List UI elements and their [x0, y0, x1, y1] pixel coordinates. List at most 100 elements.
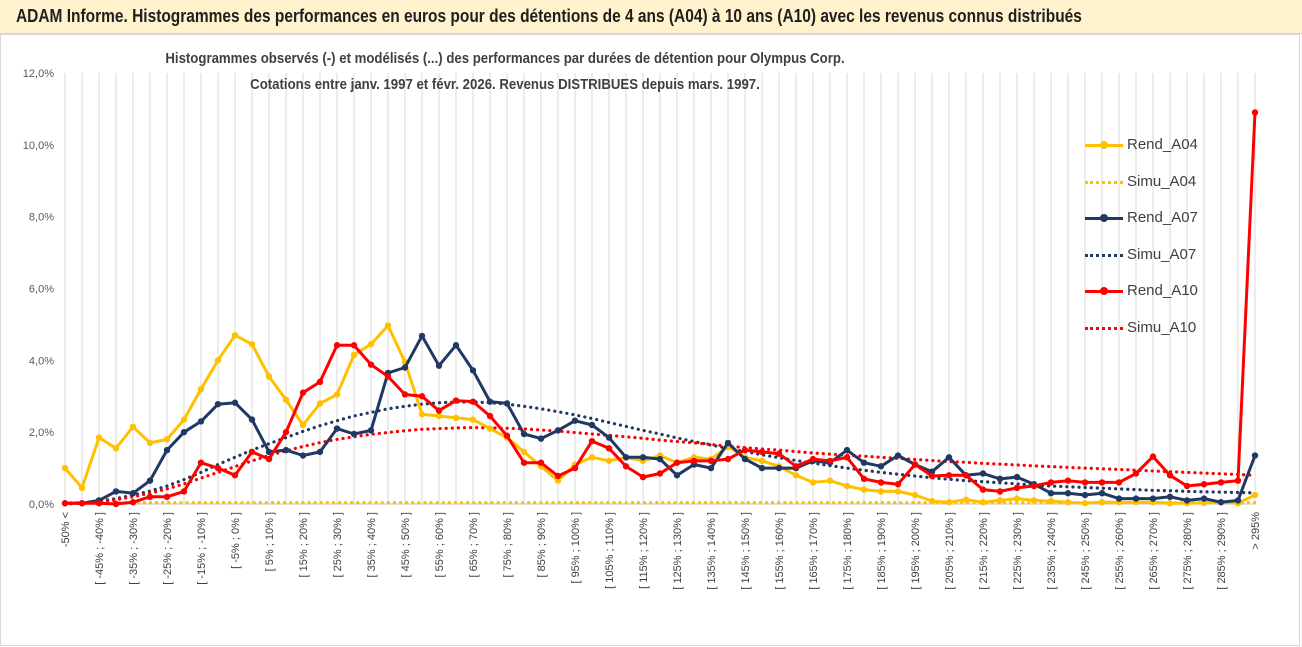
x-tick-label: [ 215% ; 220% ] — [978, 512, 990, 590]
data-point — [1098, 490, 1106, 497]
data-point — [894, 481, 902, 488]
data-point — [520, 459, 528, 466]
chart-frame — [0, 34, 1300, 646]
data-point — [945, 499, 953, 506]
x-tick-label: [ 65% ; 70% ] — [468, 512, 480, 577]
data-point — [248, 448, 256, 456]
data-point — [146, 477, 154, 484]
data-point — [792, 463, 800, 470]
report-title: ADAM Informe. Histogrammes des performan… — [16, 6, 1082, 26]
legend-label: Simu_A10 — [1127, 318, 1197, 336]
data-point — [180, 428, 188, 436]
x-tick-label: [ 35% ; 40% ] — [366, 512, 378, 577]
data-point — [809, 455, 817, 463]
data-point — [1149, 453, 1157, 460]
data-point — [945, 472, 953, 479]
data-point — [452, 342, 460, 349]
data-point — [1098, 499, 1106, 506]
data-point — [1064, 477, 1072, 484]
data-point — [1115, 479, 1123, 486]
data-point — [95, 500, 103, 507]
data-point — [435, 407, 443, 414]
x-tick-label: [ 55% ; 60% ] — [434, 512, 446, 577]
data-point — [1047, 497, 1055, 505]
data-point — [316, 378, 324, 386]
legend: Rend_A04 Simu_A04 Rend_A07 Simu_A07 Rend_A10… — [1085, 134, 1265, 353]
legend-label: Simu_A07 — [1127, 245, 1197, 263]
data-point — [282, 396, 290, 404]
data-point — [61, 464, 69, 472]
data-point — [826, 477, 834, 484]
data-point — [299, 452, 307, 459]
data-point — [469, 398, 477, 405]
data-point — [503, 432, 511, 439]
data-point — [1115, 495, 1123, 502]
data-point — [928, 497, 936, 505]
y-axis: 0,0% 2,0% 4,0% 6,0% 8,0% 10,0% 12,0% — [23, 68, 54, 511]
data-point — [1013, 484, 1021, 492]
data-point — [554, 427, 562, 434]
data-point — [265, 373, 273, 380]
data-point — [129, 423, 137, 430]
data-point — [214, 400, 222, 408]
data-point — [265, 455, 273, 463]
data-point — [741, 446, 749, 454]
data-point — [197, 418, 205, 425]
data-point — [741, 455, 749, 463]
legend-swatch — [1085, 326, 1123, 330]
data-point — [843, 446, 851, 454]
legend-item-rend_a04: Rend_A04 — [1085, 134, 1265, 171]
data-point — [1166, 472, 1174, 479]
series-rend_a07 — [61, 332, 1259, 507]
x-tick-label: [ 135% ; 140% ] — [706, 512, 718, 590]
data-point — [367, 427, 375, 434]
data-point — [673, 459, 681, 466]
data-point — [1200, 481, 1208, 488]
series-rend_a10 — [61, 109, 1259, 508]
data-point — [486, 412, 494, 420]
data-point — [860, 475, 868, 483]
data-point — [435, 362, 443, 369]
data-point — [129, 490, 137, 497]
x-axis: -50% < [ -45% ; -40% ] [ -35% ; -30% ] [ -2… — [60, 512, 1262, 590]
y-tick-label: 0,0% — [29, 499, 54, 511]
data-point — [112, 488, 120, 495]
x-tick-label: [ 125% ; 130% ] — [672, 512, 684, 590]
data-point — [316, 448, 324, 456]
x-tick-label: [ -5% ; 0% ] — [230, 512, 242, 569]
x-tick-label: [ -25% ; -20% ] — [162, 512, 174, 585]
y-tick-label: 2,0% — [29, 427, 54, 439]
data-point — [1183, 497, 1191, 504]
data-point — [163, 436, 171, 443]
series-rend_a04 — [61, 322, 1259, 507]
x-tick-label: [ 185% ; 190% ] — [876, 512, 888, 590]
data-point — [129, 499, 137, 506]
data-point — [1234, 497, 1242, 504]
data-point — [1081, 500, 1089, 507]
x-tick-label: [ 85% ; 90% ] — [536, 512, 548, 577]
y-tick-label: 10,0% — [23, 140, 54, 152]
legend-marker — [1100, 141, 1108, 149]
data-point — [843, 482, 851, 490]
data-point — [826, 457, 834, 465]
legend-label: Rend_A04 — [1127, 136, 1198, 153]
x-tick-label: [ -15% ; -10% ] — [196, 512, 208, 585]
data-point — [282, 446, 290, 454]
data-point — [61, 500, 69, 507]
x-tick-label: [ 45% ; 50% ] — [400, 512, 412, 577]
x-tick-label: [ 275% ; 280% ] — [1182, 512, 1194, 590]
data-point — [146, 493, 154, 501]
data-point — [282, 428, 290, 436]
x-tick-label: [ 225% ; 230% ] — [1012, 512, 1024, 590]
legend-swatch — [1085, 253, 1123, 257]
data-point — [673, 472, 681, 479]
data-point — [1030, 497, 1038, 504]
data-point — [707, 464, 715, 472]
data-point — [945, 454, 953, 461]
x-tick-label: [ 145% ; 150% ] — [740, 512, 752, 590]
data-point — [1047, 479, 1055, 486]
data-point — [1166, 493, 1174, 501]
data-point — [452, 397, 460, 404]
data-point — [163, 446, 171, 454]
